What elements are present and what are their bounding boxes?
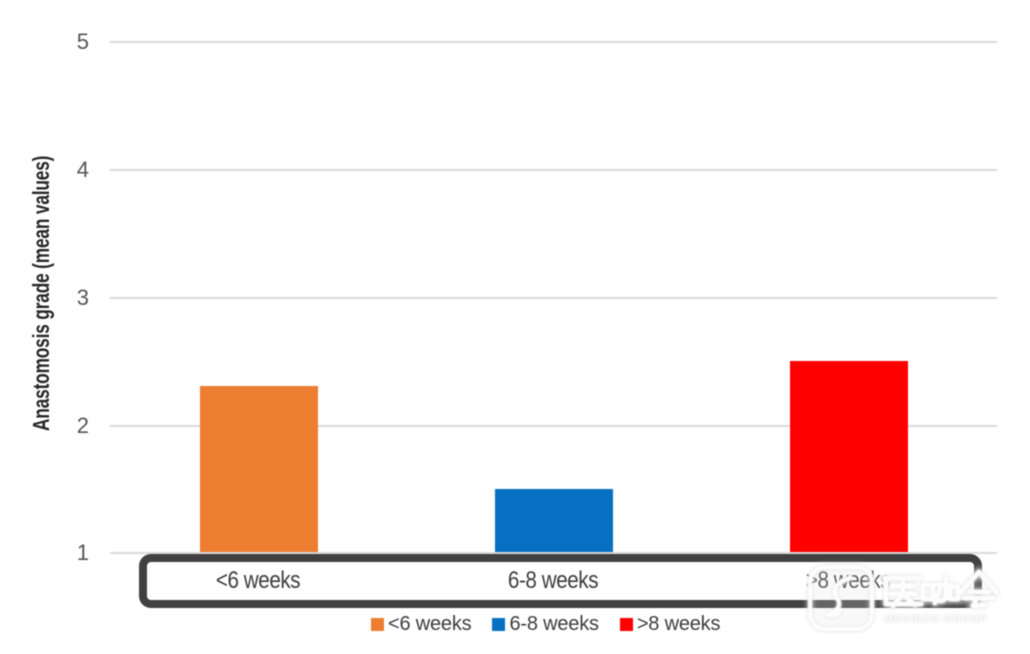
svg-text:MEDIECO GROUP: MEDIECO GROUP xyxy=(884,613,987,625)
